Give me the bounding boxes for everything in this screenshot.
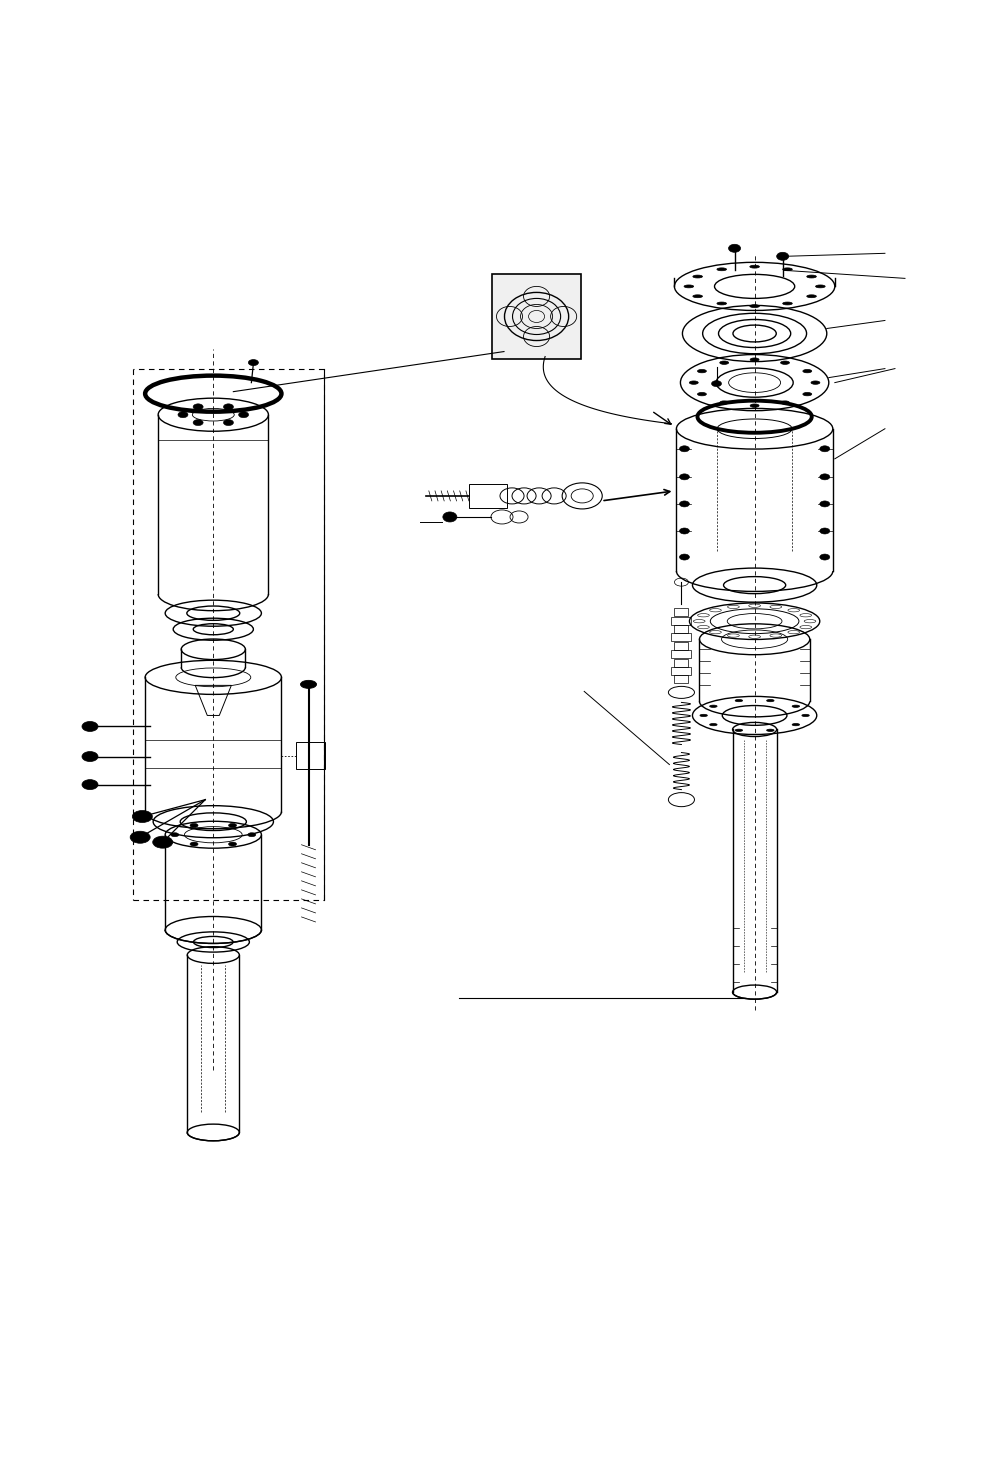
Ellipse shape <box>82 779 98 790</box>
Ellipse shape <box>679 528 689 534</box>
Ellipse shape <box>750 265 759 268</box>
Ellipse shape <box>806 275 816 278</box>
Ellipse shape <box>132 810 152 822</box>
Ellipse shape <box>792 723 799 726</box>
Ellipse shape <box>229 842 237 846</box>
Ellipse shape <box>679 501 689 507</box>
Ellipse shape <box>811 382 820 385</box>
Ellipse shape <box>710 723 717 726</box>
Ellipse shape <box>194 404 204 410</box>
Ellipse shape <box>82 751 98 762</box>
Ellipse shape <box>239 411 249 417</box>
Ellipse shape <box>698 392 707 396</box>
Ellipse shape <box>820 555 830 561</box>
Ellipse shape <box>679 473 689 479</box>
Ellipse shape <box>191 824 198 827</box>
Ellipse shape <box>792 705 799 707</box>
Ellipse shape <box>130 831 150 843</box>
Ellipse shape <box>692 294 703 297</box>
Ellipse shape <box>300 680 317 688</box>
Ellipse shape <box>82 722 98 732</box>
Ellipse shape <box>767 729 774 732</box>
Ellipse shape <box>679 445 689 451</box>
Ellipse shape <box>717 268 727 271</box>
Ellipse shape <box>170 833 178 837</box>
Ellipse shape <box>720 361 729 364</box>
Ellipse shape <box>224 404 234 410</box>
Ellipse shape <box>729 244 741 253</box>
Ellipse shape <box>720 401 729 404</box>
Ellipse shape <box>820 501 830 507</box>
Ellipse shape <box>820 528 830 534</box>
Ellipse shape <box>780 361 789 364</box>
Ellipse shape <box>777 253 788 260</box>
Ellipse shape <box>802 392 811 396</box>
Ellipse shape <box>712 380 722 386</box>
Ellipse shape <box>684 285 694 288</box>
Ellipse shape <box>710 705 717 707</box>
Ellipse shape <box>782 302 792 305</box>
Ellipse shape <box>229 824 237 827</box>
Ellipse shape <box>698 370 707 373</box>
Ellipse shape <box>820 445 830 451</box>
Ellipse shape <box>443 512 457 522</box>
Ellipse shape <box>248 833 256 837</box>
Ellipse shape <box>750 404 759 407</box>
Ellipse shape <box>178 411 187 417</box>
Ellipse shape <box>750 305 759 308</box>
Ellipse shape <box>815 285 826 288</box>
Ellipse shape <box>153 836 172 847</box>
Ellipse shape <box>717 302 727 305</box>
Ellipse shape <box>700 714 708 717</box>
Ellipse shape <box>679 555 689 561</box>
FancyBboxPatch shape <box>492 275 582 358</box>
Ellipse shape <box>224 420 234 426</box>
Ellipse shape <box>735 700 743 701</box>
Ellipse shape <box>692 275 703 278</box>
Ellipse shape <box>750 358 759 361</box>
Ellipse shape <box>801 714 809 717</box>
Ellipse shape <box>780 401 789 404</box>
Ellipse shape <box>767 700 774 701</box>
Ellipse shape <box>689 382 699 385</box>
Ellipse shape <box>820 473 830 479</box>
Ellipse shape <box>194 420 204 426</box>
Ellipse shape <box>802 370 811 373</box>
Ellipse shape <box>806 294 816 297</box>
Ellipse shape <box>782 268 792 271</box>
Ellipse shape <box>735 729 743 732</box>
Ellipse shape <box>248 359 258 365</box>
Ellipse shape <box>191 842 198 846</box>
